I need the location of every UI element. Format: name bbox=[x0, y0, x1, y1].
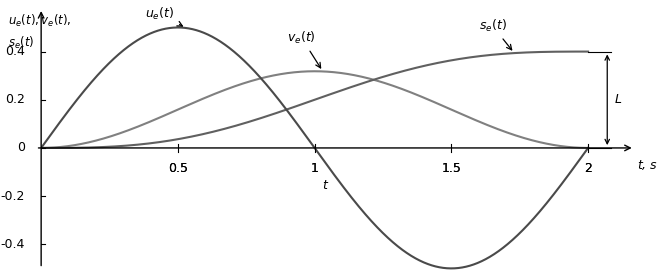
Text: $s_e(t)$: $s_e(t)$ bbox=[9, 35, 34, 51]
Text: 0.5: 0.5 bbox=[168, 162, 188, 176]
Text: 1: 1 bbox=[310, 162, 318, 176]
Text: 0: 0 bbox=[17, 141, 24, 155]
Text: -0.2: -0.2 bbox=[1, 190, 24, 203]
Text: 1: 1 bbox=[310, 162, 318, 176]
Text: 2: 2 bbox=[584, 162, 592, 176]
Text: -0.4: -0.4 bbox=[1, 238, 24, 251]
Text: $v_e(t)$: $v_e(t)$ bbox=[287, 30, 320, 68]
Text: 1.5: 1.5 bbox=[442, 162, 461, 176]
Text: 0.2: 0.2 bbox=[5, 93, 24, 106]
Text: 2: 2 bbox=[584, 162, 592, 176]
Text: 0.5: 0.5 bbox=[168, 162, 188, 176]
Text: $u_e(t)$: $u_e(t)$ bbox=[145, 6, 183, 26]
Text: $t$: $t$ bbox=[322, 179, 329, 192]
Text: $s_e(t)$: $s_e(t)$ bbox=[479, 18, 512, 50]
Text: 1.5: 1.5 bbox=[442, 162, 461, 176]
Text: $u_e(t), v_e(t),$: $u_e(t), v_e(t),$ bbox=[9, 13, 71, 29]
Text: $L$: $L$ bbox=[614, 93, 622, 106]
Text: 0.4: 0.4 bbox=[5, 45, 24, 58]
Text: $t$, s: $t$, s bbox=[638, 158, 659, 172]
